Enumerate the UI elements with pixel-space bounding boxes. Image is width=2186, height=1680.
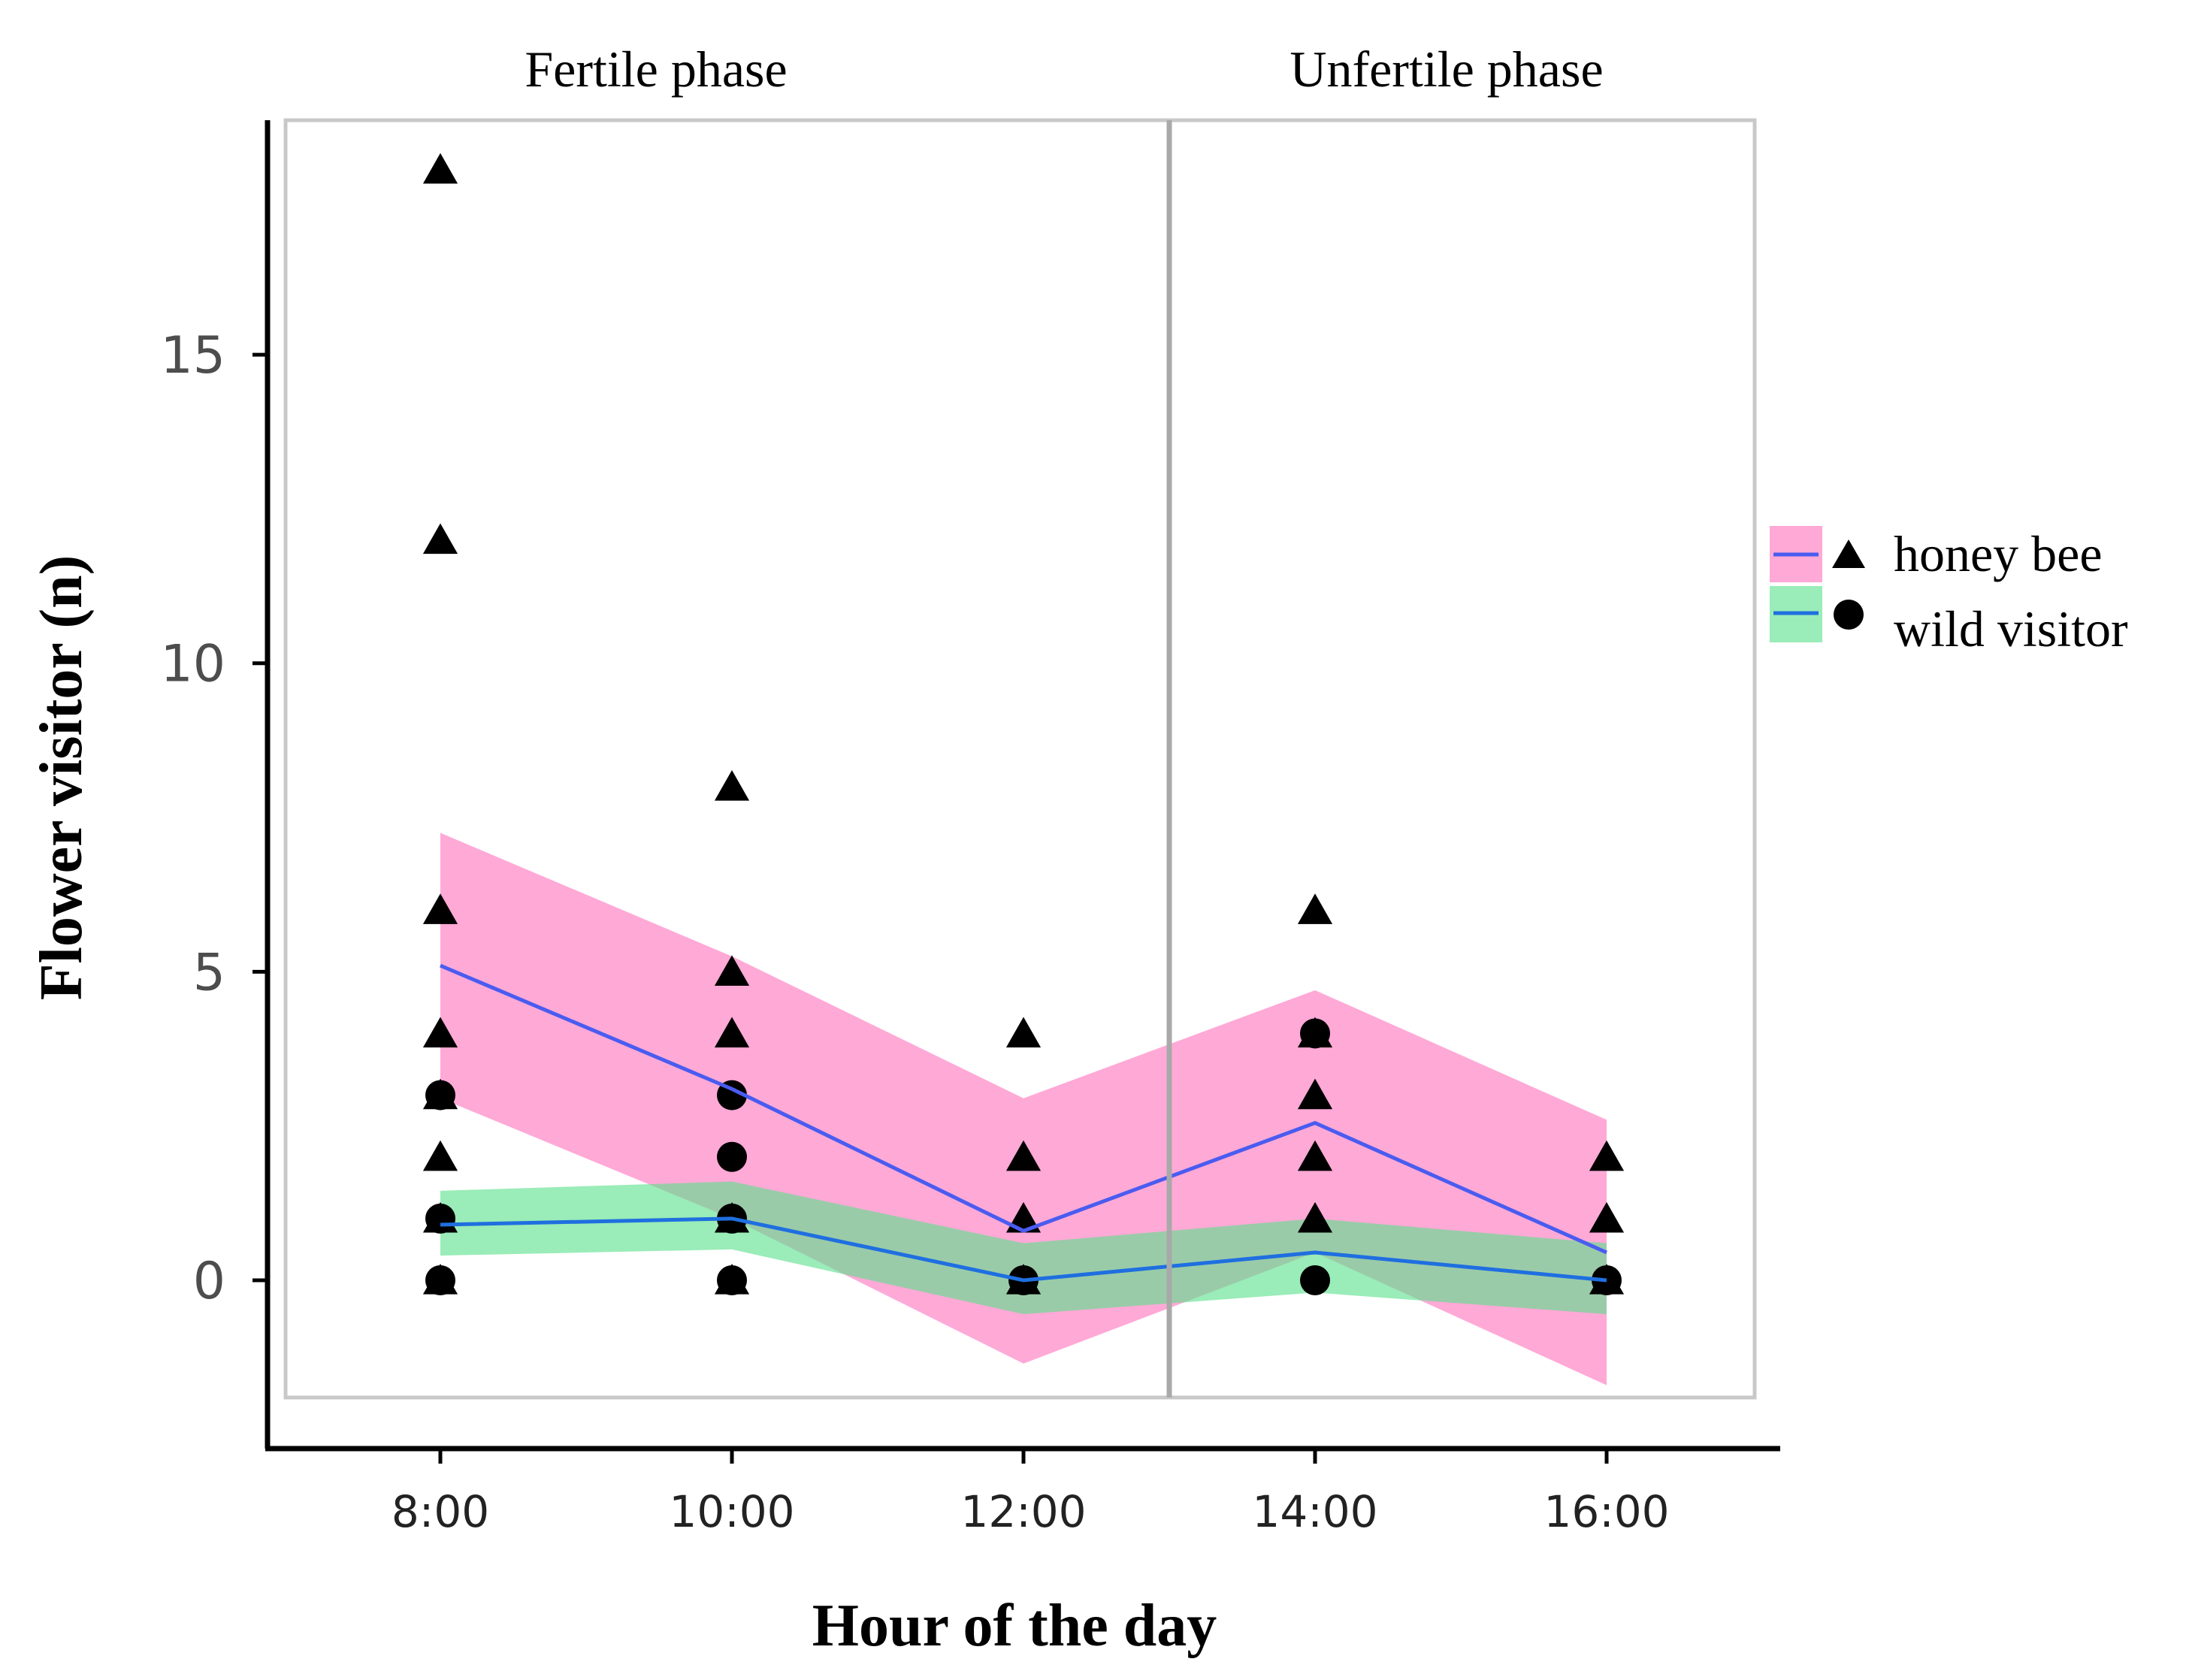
point-wild-visitor bbox=[1300, 1018, 1330, 1049]
legend-triangle-icon bbox=[1832, 539, 1865, 568]
point-honey-bee bbox=[422, 893, 458, 924]
x-tick-label: 16:00 bbox=[1544, 1486, 1669, 1537]
y-axis-title: Flower visitor (n) bbox=[29, 555, 95, 1001]
x-tick-label: 8:00 bbox=[392, 1486, 489, 1537]
x-tick-label: 14:00 bbox=[1252, 1486, 1377, 1537]
point-wild-visitor bbox=[717, 1141, 747, 1172]
confidence-bands bbox=[440, 832, 1607, 1385]
point-honey-bee bbox=[1005, 1017, 1042, 1048]
legend-label-wild-visitor: wild visitor bbox=[1894, 600, 2128, 657]
legend-circle-icon bbox=[1834, 600, 1864, 630]
point-wild-visitor bbox=[425, 1265, 455, 1295]
point-honey-bee bbox=[714, 955, 750, 987]
fit-lines bbox=[440, 963, 1608, 1283]
point-honey-bee bbox=[714, 1017, 750, 1048]
fit-line-wild-visitor bbox=[440, 1216, 1607, 1283]
point-wild-visitor bbox=[1300, 1265, 1330, 1295]
fit-line-honey-bee bbox=[440, 963, 1608, 1255]
point-honey-bee bbox=[1005, 1140, 1042, 1171]
x-tick-label: 10:00 bbox=[669, 1486, 794, 1537]
point-honey-bee bbox=[1297, 893, 1333, 924]
legend: honey bee wild visitor bbox=[1770, 525, 2128, 657]
point-honey-bee bbox=[422, 1140, 458, 1171]
panel-border bbox=[283, 118, 1757, 1400]
data-points bbox=[422, 153, 1625, 1295]
point-wild-visitor bbox=[717, 1265, 747, 1295]
phase-label-fertile: Fertile phase bbox=[525, 41, 787, 98]
point-honey-bee bbox=[422, 523, 458, 554]
point-honey-bee bbox=[714, 769, 750, 801]
y-tick-label: 10 bbox=[160, 635, 225, 694]
point-wild-visitor bbox=[425, 1080, 455, 1110]
y-tick-label: 0 bbox=[193, 1252, 225, 1311]
x-axis-title: Hour of the day bbox=[812, 1593, 1217, 1659]
x-axis-ticks: 8:00 10:00 12:00 14:00 16:00 bbox=[392, 1449, 1670, 1537]
y-tick-label: 5 bbox=[193, 943, 225, 1002]
y-tick-label: 15 bbox=[160, 326, 225, 385]
point-honey-bee bbox=[1297, 1201, 1333, 1233]
point-honey-bee bbox=[1297, 1078, 1333, 1110]
point-wild-visitor bbox=[425, 1203, 455, 1234]
y-axis-ticks: 0 5 10 15 bbox=[160, 326, 268, 1311]
point-honey-bee bbox=[1589, 1201, 1625, 1233]
x-tick-label: 12:00 bbox=[960, 1486, 1086, 1537]
point-honey-bee bbox=[1297, 1140, 1333, 1171]
phase-label-unfertile: Unfertile phase bbox=[1290, 41, 1603, 98]
legend-label-honey-bee: honey bee bbox=[1894, 525, 2103, 582]
point-honey-bee bbox=[422, 1017, 458, 1048]
point-honey-bee bbox=[1589, 1140, 1625, 1171]
point-honey-bee bbox=[422, 153, 458, 184]
